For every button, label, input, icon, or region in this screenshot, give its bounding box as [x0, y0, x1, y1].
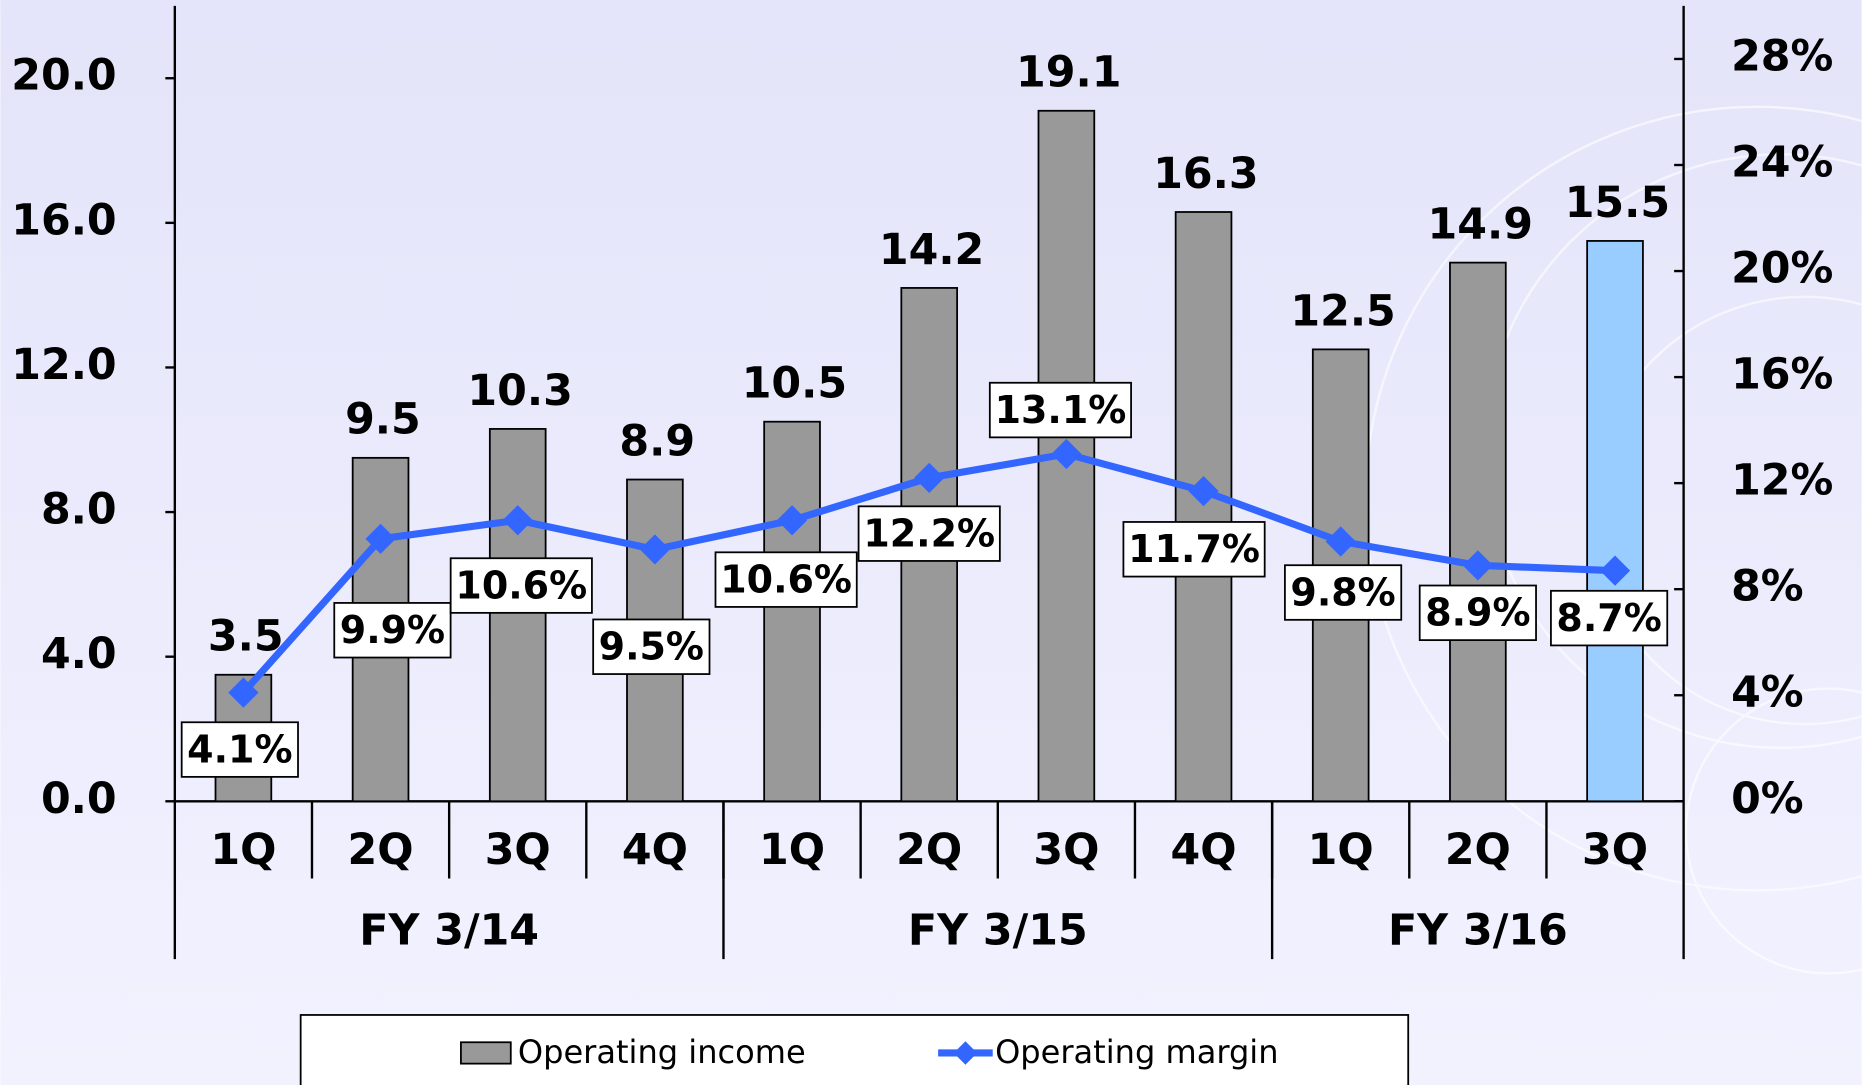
y-tick-label: 16.0 — [11, 195, 116, 245]
bar — [488, 428, 547, 803]
bar — [763, 420, 821, 803]
value-label-box — [592, 618, 711, 675]
value-label-box — [449, 557, 593, 614]
x-tick-label: 1Q — [759, 825, 825, 875]
x-tick-label: 2Q — [896, 825, 962, 875]
x-tick-label: 3Q — [1033, 825, 1099, 875]
line-value-label: 10.6% — [720, 557, 852, 601]
line-value-label: 10.6% — [455, 563, 587, 607]
line-value-label: 12.2% — [863, 512, 995, 556]
line-value-label: 13.1% — [995, 388, 1127, 432]
y-tick-label: 12.0 — [11, 340, 116, 390]
y-tick-label: 20.0 — [11, 51, 116, 101]
bar-value-label: 12.5 — [1290, 286, 1395, 336]
legend-label: Operating income — [518, 1033, 806, 1071]
bar-value-label: 15.5 — [1565, 178, 1670, 228]
line-value-label: 8.7% — [1556, 596, 1661, 640]
bar-value-label: 8.9 — [619, 416, 695, 466]
y2-tick-label: 24% — [1731, 138, 1833, 188]
bar-value-label: 10.5 — [742, 359, 847, 409]
value-label-box — [988, 381, 1132, 439]
y2-tick-label: 8% — [1731, 562, 1804, 612]
y2-tick-label: 12% — [1731, 456, 1833, 506]
x-tick-label: 3Q — [485, 825, 551, 875]
x-tick-label: 2Q — [1445, 825, 1511, 875]
value-label-box — [714, 551, 858, 608]
legend-label: Operating margin — [995, 1033, 1278, 1071]
value-label-box — [1418, 584, 1537, 642]
bar-value-label: 16.3 — [1153, 149, 1258, 199]
y2-tick-label: 0% — [1731, 774, 1804, 824]
line-value-label: 4.1% — [187, 727, 292, 771]
bar-value-label: 10.3 — [467, 366, 572, 416]
bar-value-label: 14.2 — [879, 225, 984, 275]
line-value-label: 11.7% — [1128, 527, 1260, 571]
legend-marker — [953, 1041, 978, 1065]
line-value-label: 9.9% — [340, 608, 445, 652]
bar — [1449, 261, 1507, 803]
marker — [639, 534, 671, 565]
y-tick-label: 4.0 — [41, 629, 117, 679]
legend-swatch — [460, 1041, 512, 1065]
value-label-box — [857, 505, 1001, 562]
y2-tick-label: 16% — [1731, 350, 1833, 400]
bar-value-label: 14.9 — [1428, 200, 1533, 250]
x-tick-label: 2Q — [348, 825, 414, 875]
group-label: FY 3/15 — [908, 906, 1088, 956]
group-label: FY 3/16 — [1388, 906, 1568, 956]
value-label-box — [1550, 589, 1669, 647]
y2-tick-label: 28% — [1731, 31, 1833, 81]
marker — [1051, 438, 1082, 470]
y-tick-label: 8.0 — [41, 485, 117, 535]
x-tick-label: 4Q — [622, 825, 688, 875]
y2-tick-label: 20% — [1731, 244, 1833, 294]
line-value-label: 9.8% — [1290, 570, 1395, 614]
y-tick-label: 0.0 — [41, 774, 117, 824]
bar-value-label: 3.5 — [208, 612, 284, 662]
value-label-box — [1122, 521, 1266, 578]
bar — [1586, 240, 1644, 803]
bar-value-label: 9.5 — [345, 395, 421, 445]
x-tick-label: 3Q — [1582, 825, 1648, 875]
y2-tick-label: 4% — [1731, 668, 1804, 718]
value-label-box — [1284, 564, 1403, 621]
group-label: FY 3/14 — [359, 906, 539, 956]
x-tick-label: 1Q — [1308, 825, 1374, 875]
value-label-box — [180, 721, 299, 778]
line-value-label: 9.5% — [599, 625, 704, 669]
bar-value-label: 19.1 — [1016, 48, 1121, 98]
marker — [228, 677, 259, 708]
bar — [1174, 211, 1233, 803]
value-label-box — [333, 602, 452, 659]
x-tick-label: 4Q — [1171, 825, 1237, 875]
line-value-label: 8.9% — [1425, 591, 1530, 635]
x-tick-label: 1Q — [210, 825, 276, 875]
